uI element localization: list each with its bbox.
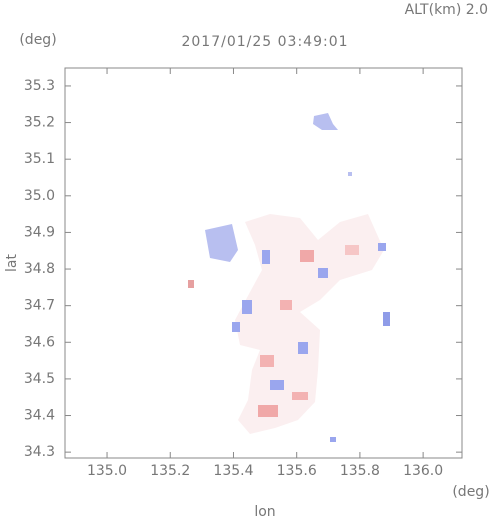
y-tick-label: 35.0 bbox=[24, 188, 55, 204]
x-tick-label: 135.2 bbox=[150, 463, 190, 479]
y-tick-label: 34.4 bbox=[24, 408, 55, 424]
y-axis-label: lat bbox=[4, 254, 20, 272]
x-tick-label: 135.0 bbox=[87, 463, 127, 479]
y-tick-label: 34.6 bbox=[24, 334, 55, 350]
x-unit: (deg) bbox=[452, 484, 489, 500]
y-unit: (deg) bbox=[19, 32, 56, 48]
y-tick-label: 34.5 bbox=[24, 371, 55, 387]
x-tick-label: 135.8 bbox=[340, 463, 380, 479]
x-tick-label: 136.0 bbox=[403, 463, 443, 479]
altitude-label: ALT(km) 2.0 bbox=[405, 2, 488, 18]
y-tick-label: 34.3 bbox=[24, 444, 55, 460]
x-tick-label: 135.4 bbox=[213, 463, 253, 479]
x-axis-label: lon bbox=[254, 504, 275, 520]
y-tick-label: 34.7 bbox=[24, 298, 55, 314]
y-tick-label: 34.8 bbox=[24, 261, 55, 277]
y-tick-label: 34.9 bbox=[24, 224, 55, 240]
radar-echoes bbox=[188, 113, 390, 442]
chart-title: 2017/01/25 03:49:01 bbox=[181, 34, 348, 50]
y-tick-label: 35.3 bbox=[24, 78, 55, 94]
x-tick-label: 135.6 bbox=[277, 463, 317, 479]
plot-frame bbox=[64, 67, 463, 459]
y-tick-label: 35.2 bbox=[24, 115, 55, 131]
y-tick-label: 35.1 bbox=[24, 151, 55, 167]
